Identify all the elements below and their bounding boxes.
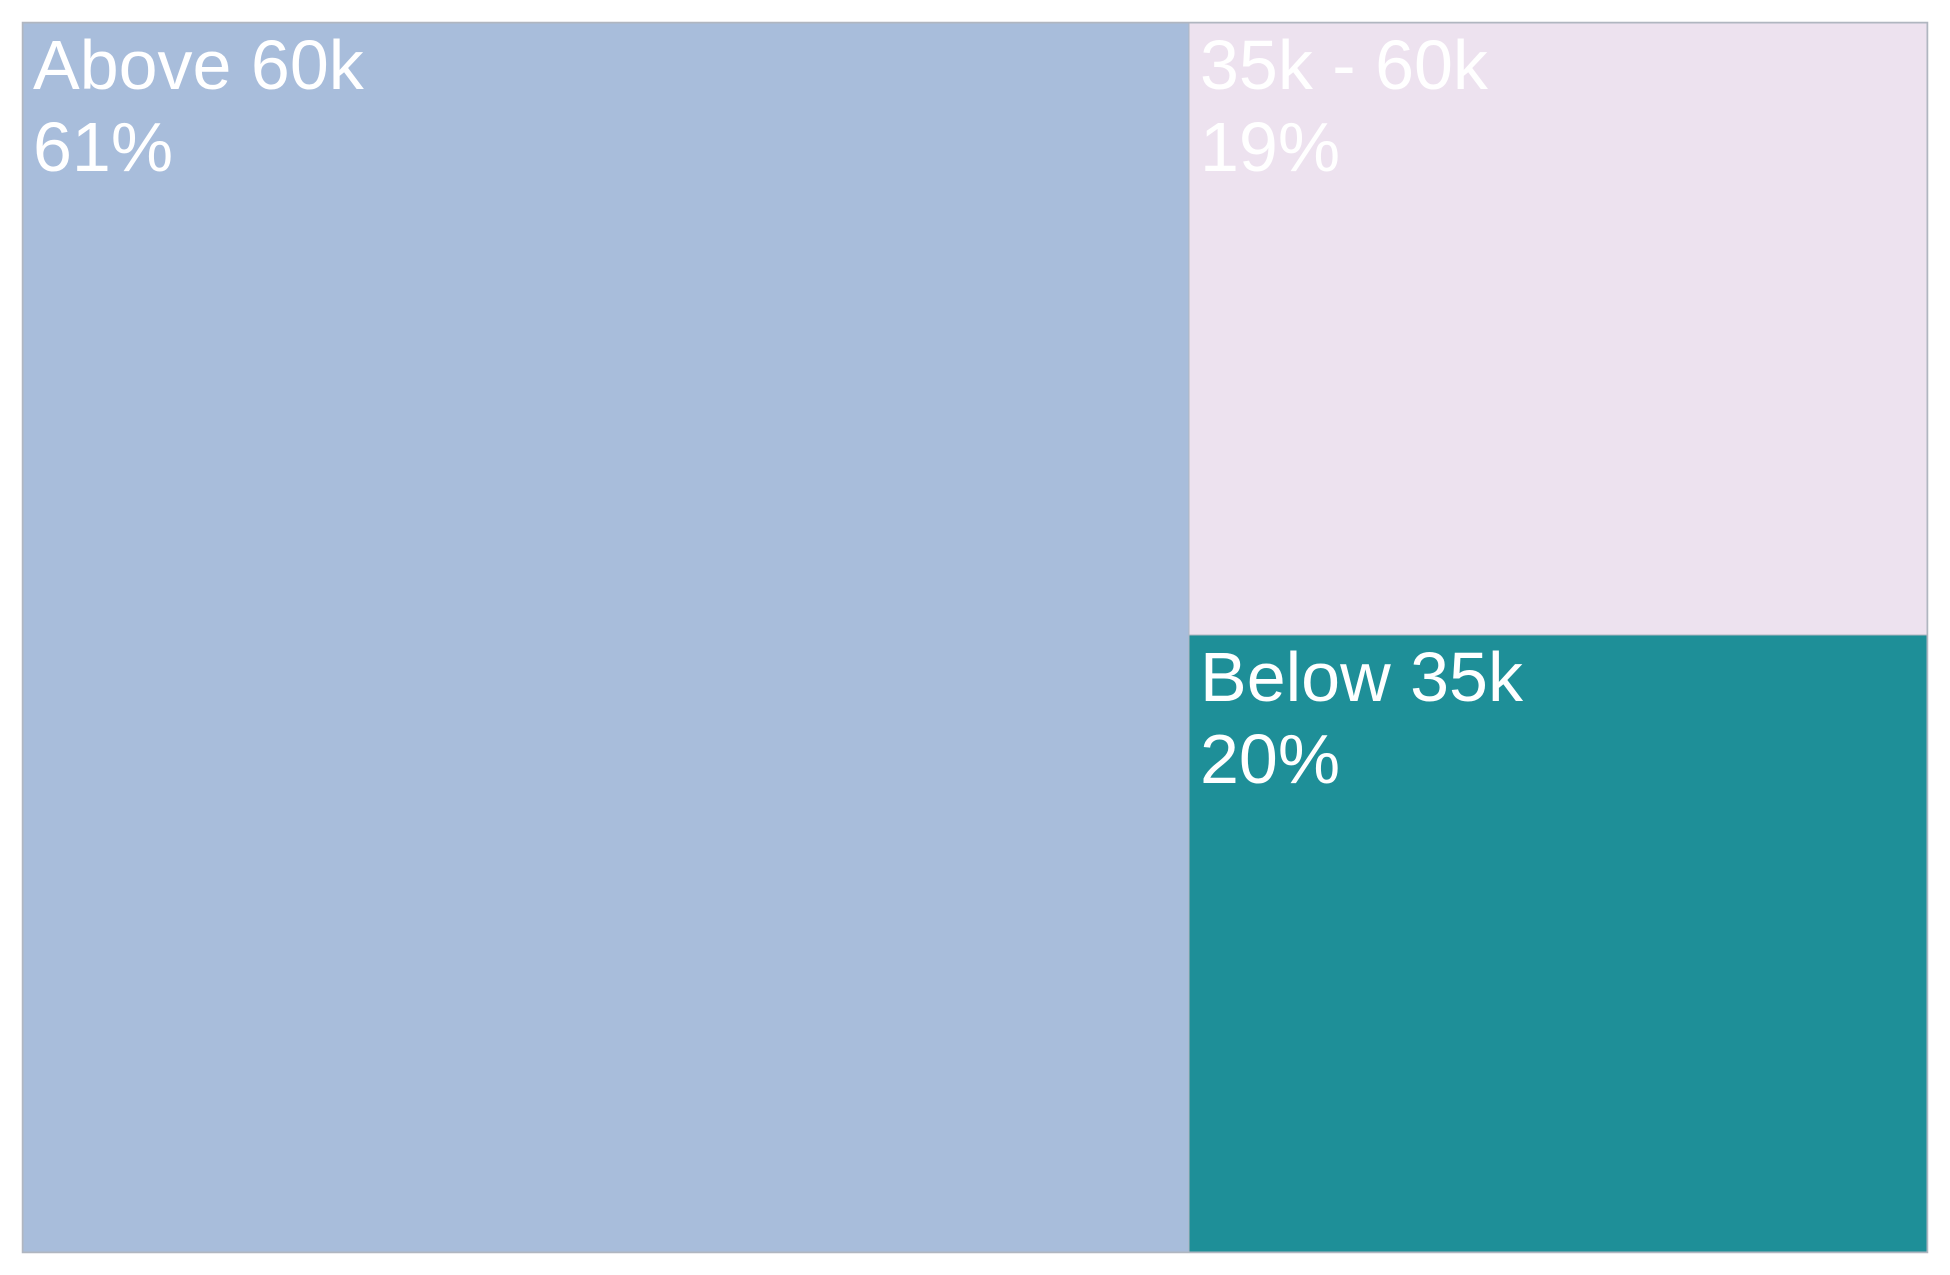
tile-above-60k-value: 61%: [33, 108, 173, 186]
tile-35k-60k: 35k - 60k 19%: [1188, 22, 1928, 636]
tile-above-60k-rect: [22, 22, 1190, 1253]
tile-above-60k: Above 60k 61%: [22, 22, 1190, 1253]
tile-below-35k-rect: [1188, 634, 1928, 1253]
tile-below-35k-value: 20%: [1200, 720, 1340, 798]
tile-35k-60k-label: 35k - 60k: [1200, 26, 1489, 104]
tile-below-35k: Below 35k 20%: [1188, 634, 1928, 1253]
tile-below-35k-label: Below 35k: [1200, 638, 1524, 716]
tile-35k-60k-value: 19%: [1200, 108, 1340, 186]
tile-above-60k-label: Above 60k: [33, 26, 365, 104]
tile-35k-60k-rect: [1188, 22, 1928, 636]
